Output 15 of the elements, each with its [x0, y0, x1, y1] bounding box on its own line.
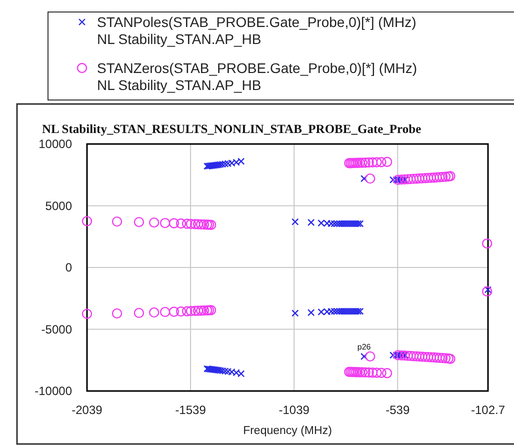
y-tick-label: 5000 — [45, 198, 72, 213]
chart-title: NL Stability_STAN_RESULTS_NONLIN_STAB_PROBE_Gate_Probe — [42, 122, 422, 136]
x-tick-label: -1539 — [175, 403, 206, 417]
x-tick-label: -1039 — [278, 403, 310, 417]
x-tick-label: -539 — [386, 403, 410, 417]
x-tick-label: -102.7 — [470, 403, 506, 417]
legend-label: STANZeros(STAB_PROBE.Gate_Probe,0)[*] (MHz) NL Stability_STAN.AP_HB — [97, 60, 418, 93]
x-tick-label: -2039 — [72, 403, 103, 417]
annotation: p26 — [357, 342, 372, 352]
y-tick-label: -10000 — [34, 384, 72, 398]
y-tick-label: -5000 — [41, 322, 72, 336]
legend-label: STANPoles(STAB_PROBE.Gate_Probe,0)[*] (MHz) NL Stability_STAN.AP_HB — [97, 14, 416, 47]
y-tick-label: 10000 — [38, 137, 72, 151]
x-axis-title: Frequency (MHz) — [243, 425, 332, 437]
y-tick-label: 0 — [65, 260, 72, 274]
